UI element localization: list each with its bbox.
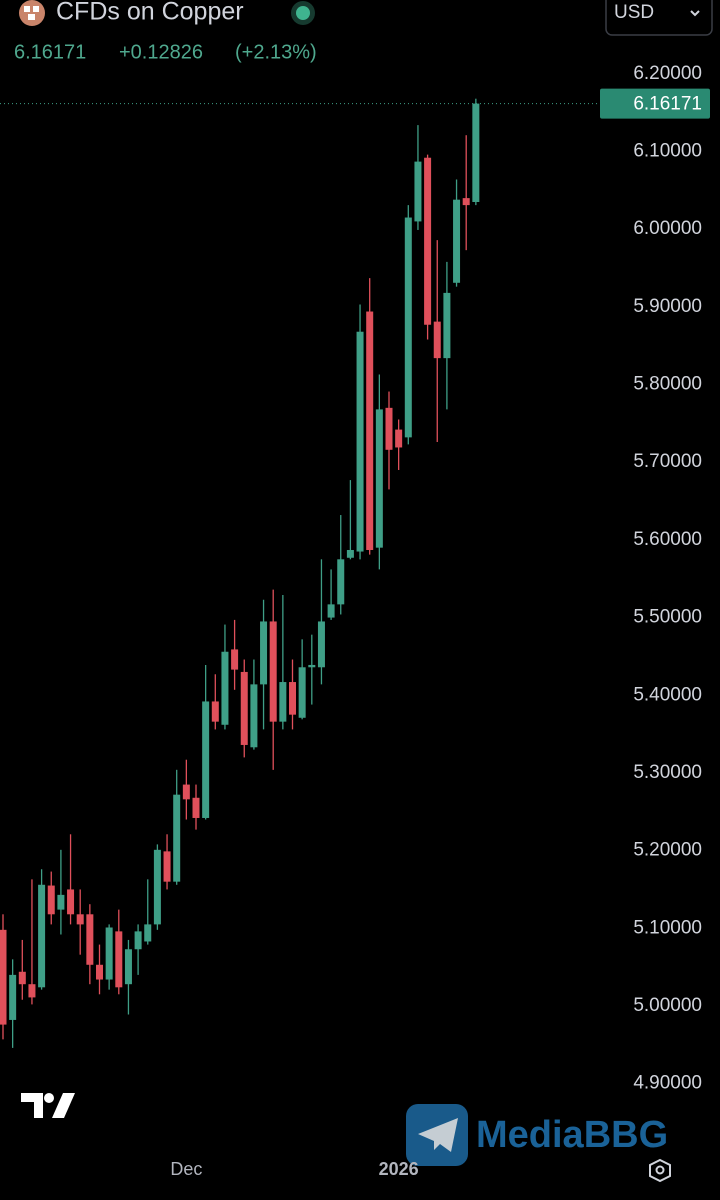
- candle-body: [289, 682, 296, 715]
- y-tick-label: 5.40000: [633, 684, 702, 705]
- y-tick-label: 5.80000: [633, 374, 702, 395]
- candle-body: [443, 292, 451, 359]
- candle-body: [472, 103, 480, 203]
- candle-body: [182, 784, 190, 800]
- candle-body: [28, 984, 36, 998]
- candle-body: [0, 929, 7, 1025]
- candle-body: [211, 701, 219, 722]
- candle-body: [105, 927, 113, 980]
- currency-select[interactable]: [605, 0, 713, 36]
- y-tick-label: 6.10000: [633, 141, 702, 162]
- candle-body: [96, 964, 103, 980]
- candle-body: [337, 559, 345, 605]
- candle-body: [269, 621, 277, 722]
- y-tick-label: 5.50000: [633, 607, 702, 628]
- y-tick-label: 6.20000: [633, 63, 702, 84]
- y-tick-label: 4.90000: [633, 1073, 702, 1094]
- settings-button[interactable]: [649, 1158, 671, 1183]
- candle-body: [240, 671, 248, 745]
- candle-body: [47, 885, 55, 915]
- candle-body: [9, 974, 17, 1020]
- candle-body: [38, 884, 46, 988]
- logo-part: [52, 1093, 75, 1118]
- symbol-title: CFDs on Copper: [56, 0, 244, 26]
- candle-body: [231, 649, 239, 670]
- y-tick-label: 6.00000: [633, 218, 702, 239]
- last-price-tag: [600, 88, 710, 119]
- candle-body: [18, 971, 26, 985]
- logo-part: [21, 1093, 43, 1118]
- candle-body: [67, 889, 75, 915]
- candle-body: [424, 157, 432, 325]
- x-tick-label: Dec: [170, 1159, 202, 1179]
- candle-body: [250, 684, 258, 748]
- candle-body: [375, 409, 383, 548]
- candle-body: [115, 931, 123, 988]
- candle-body: [356, 331, 364, 552]
- candle-body: [134, 931, 142, 950]
- currency-label: USD: [614, 2, 654, 23]
- candle-body: [385, 407, 393, 450]
- dropdown-arrow: [690, 10, 700, 17]
- y-tick-label: 5.20000: [633, 840, 702, 861]
- candle-body: [366, 311, 374, 550]
- price-change: +0.12826: [119, 41, 203, 63]
- icon-part: [33, 6, 39, 12]
- candle-body: [327, 604, 335, 618]
- candle-body: [221, 651, 229, 725]
- price-change-pct: (+2.13%): [235, 41, 317, 63]
- y-tick-label: 5.30000: [633, 762, 702, 783]
- candle-body: [308, 664, 316, 668]
- candle-body: [395, 429, 403, 448]
- icon-part: [28, 14, 35, 20]
- candle-body: [279, 682, 287, 722]
- y-tick-label: 5.60000: [633, 529, 702, 550]
- candle-body: [462, 198, 470, 206]
- watermark-plane: [418, 1118, 458, 1152]
- y-tick-label: 5.70000: [633, 451, 702, 472]
- x-tick-label: 2026: [379, 1159, 419, 1179]
- candle-body: [346, 549, 354, 558]
- candle-body: [144, 924, 152, 942]
- candle-body: [86, 914, 94, 965]
- candle-body: [124, 949, 132, 985]
- y-tick-label: 5.00000: [633, 995, 702, 1016]
- candle-body: [260, 621, 268, 685]
- tradingview-logo: [21, 1093, 75, 1118]
- last-price-label: 6.16171: [633, 94, 702, 115]
- symbol-icon: [19, 0, 45, 26]
- candle-body: [453, 199, 461, 283]
- logo-part: [44, 1093, 54, 1103]
- icon-part: [24, 6, 30, 12]
- candle-body: [404, 217, 412, 438]
- y-tick-label: 5.10000: [633, 917, 702, 938]
- candle-body: [414, 161, 422, 222]
- candle-body: [433, 321, 441, 359]
- watermark-text: MediaBBG: [476, 1114, 668, 1156]
- candle-body: [298, 667, 306, 718]
- last-price: 6.16171: [14, 41, 86, 63]
- candle-body: [192, 797, 200, 818]
- candle-body: [173, 794, 181, 882]
- watermark: MediaBBG: [406, 1104, 668, 1166]
- settings-icon: [655, 1165, 665, 1175]
- candle-body: [317, 621, 325, 668]
- candle-body: [76, 914, 84, 925]
- candle-body: [202, 701, 210, 818]
- candle-body: [57, 894, 65, 910]
- market-status: [296, 6, 310, 20]
- candle-body: [153, 849, 161, 925]
- y-tick-label: 5.90000: [633, 296, 702, 317]
- candle-body: [163, 851, 171, 882]
